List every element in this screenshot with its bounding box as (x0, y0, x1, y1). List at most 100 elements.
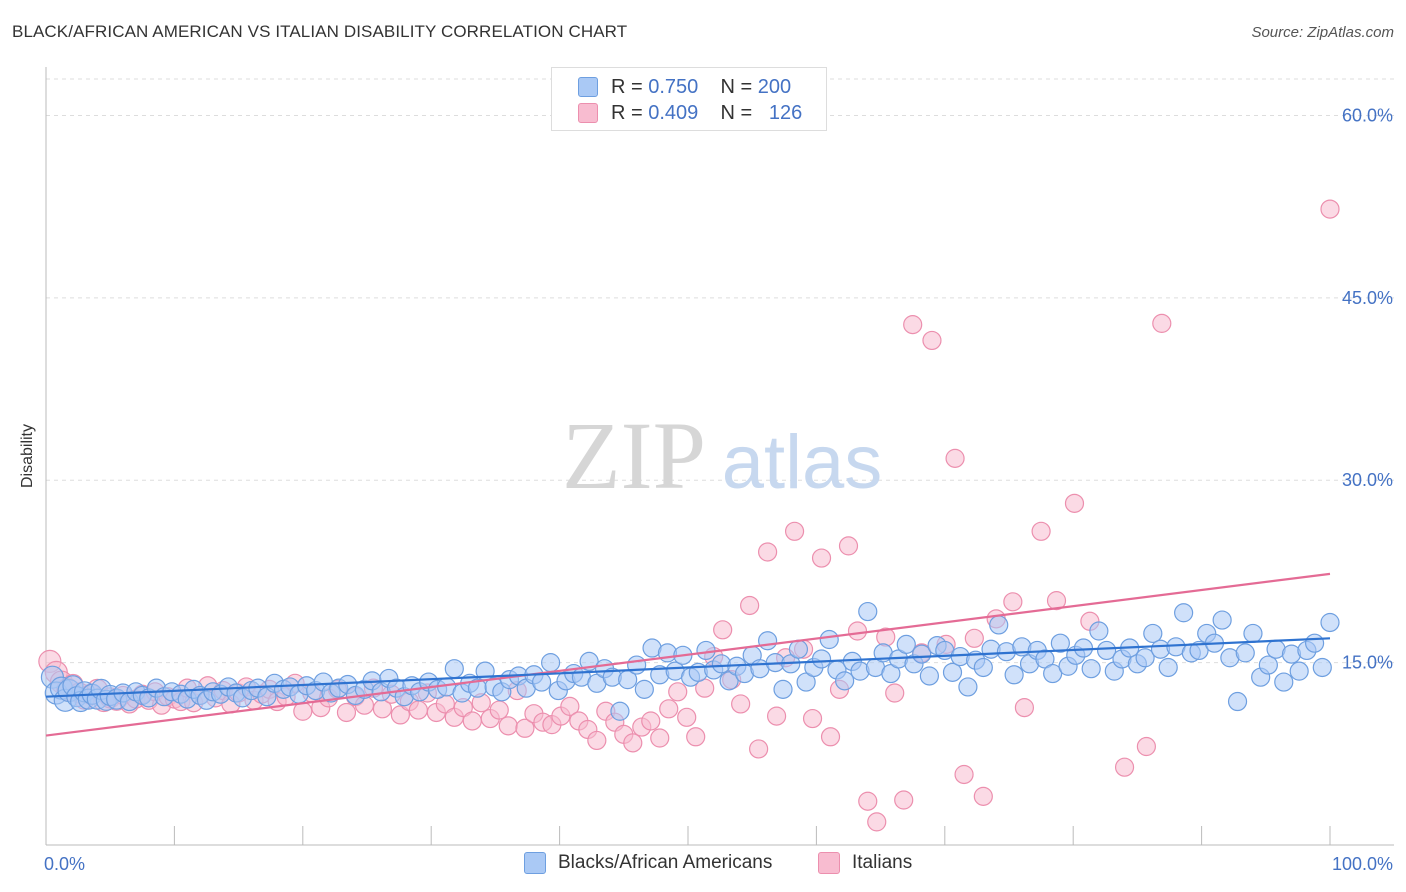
blacks-point (989, 615, 1009, 635)
blacks-point (919, 666, 939, 686)
blacks-point (1073, 638, 1094, 658)
y-tick-label: 60.0% (1342, 105, 1393, 125)
blacks-point (634, 679, 654, 699)
blacks-point (1320, 612, 1340, 633)
italians-point (1046, 591, 1067, 611)
blacks-point (1158, 657, 1178, 678)
y-tick-label: 30.0% (1342, 470, 1393, 490)
blacks-point (835, 671, 855, 691)
y-tick-label: 45.0% (1342, 288, 1393, 308)
italians-point (668, 682, 688, 702)
blacks-point (532, 672, 552, 692)
bottom-legend-swatch-blue (524, 852, 546, 874)
legend-row-blacks: R = 0.750 N = 200 (578, 75, 791, 99)
n-label: N = (720, 101, 753, 124)
n-label: N = (720, 75, 753, 98)
italians-point (560, 696, 580, 716)
source-label: Source: ZipAtlas.com (1251, 24, 1394, 41)
n-value: 126 (768, 101, 803, 124)
italians-point (858, 791, 878, 811)
italians-point (867, 812, 887, 832)
watermark: ZIP atlas (562, 402, 882, 509)
legend-swatch-pink (578, 103, 598, 123)
blacks-point (958, 677, 978, 697)
blacks-point (1135, 648, 1155, 668)
bottom-legend-label: Blacks/African Americans (558, 852, 773, 873)
blacks-point (1089, 621, 1109, 641)
italians-point (1014, 698, 1035, 718)
blacks-point (1081, 659, 1101, 679)
trend-lines (45, 572, 1331, 737)
y-axis-label: Disability (19, 423, 36, 489)
blacks-point (896, 634, 916, 654)
blacks-point (788, 639, 809, 659)
italians-point (1003, 592, 1023, 612)
blacks-point (819, 629, 839, 650)
italians-point (686, 727, 706, 747)
italians-point (903, 315, 923, 335)
italians-point (713, 620, 733, 640)
italians-point (650, 728, 670, 748)
italians-point (766, 706, 787, 726)
legend-row-italians: R = 0.409 N = 126 (578, 101, 802, 125)
blacks-point (1243, 623, 1263, 644)
blacks-point (444, 659, 464, 679)
italians-point (623, 733, 643, 753)
blacks-point (610, 701, 630, 721)
blacks-point (1235, 643, 1255, 663)
italians-point (964, 628, 984, 648)
blacks-point (1304, 633, 1325, 653)
blacks-point (1050, 633, 1070, 653)
italians-point (587, 730, 607, 751)
blacks-point (973, 657, 993, 678)
watermark-zip: ZIP (562, 402, 706, 509)
blacks-point (1274, 672, 1294, 692)
r-label: R = (611, 101, 643, 124)
italians-point (802, 708, 823, 729)
blacks-point (696, 640, 716, 661)
italians-point (489, 700, 509, 720)
axes (45, 67, 1394, 846)
italians-point (336, 702, 357, 723)
bottom-legend-label: Italians (852, 852, 913, 873)
blacks-point (541, 653, 561, 673)
italians-point (945, 448, 965, 468)
bottom-legend-blacks: Blacks/African Americans (524, 852, 772, 874)
n-value: 200 (757, 75, 792, 98)
correlation-legend: R = 0.750 N = 200 R = 0.409 N = 126 (551, 67, 827, 131)
italians-point (462, 711, 482, 731)
blacks-points (40, 601, 1340, 721)
bottom-legend-swatch-pink (818, 852, 840, 874)
italians-point (677, 707, 697, 727)
italians-point (973, 786, 993, 806)
italians-point (390, 705, 410, 725)
blacks-point (942, 662, 963, 682)
blacks-point (1004, 665, 1024, 685)
italians-point (641, 711, 661, 731)
italians-point (838, 536, 859, 556)
watermark-atlas: atlas (722, 420, 883, 505)
blacks-point (1174, 603, 1194, 623)
grid-lines (46, 78, 1394, 664)
italians-point (1136, 736, 1156, 757)
blacks-point (811, 649, 832, 669)
italians-point (408, 700, 428, 720)
blacks-point (773, 679, 793, 699)
italians-point (954, 764, 974, 785)
italians-point (749, 739, 769, 759)
blacks-point (1289, 661, 1309, 681)
legend-swatch-blue (578, 77, 598, 97)
blacks-point (1096, 640, 1117, 661)
italians-point (731, 694, 751, 714)
blacks-point (1258, 655, 1278, 675)
blacks-point (1043, 663, 1063, 684)
italians-point (758, 542, 778, 562)
italians-point (740, 595, 760, 616)
italians-point (1320, 199, 1340, 219)
italians-point (1114, 757, 1135, 777)
italians-point (1152, 313, 1172, 333)
blacks-point (627, 655, 647, 675)
y-tick-label: 15.0% (1342, 653, 1393, 673)
italians-trend-line (45, 572, 1331, 737)
